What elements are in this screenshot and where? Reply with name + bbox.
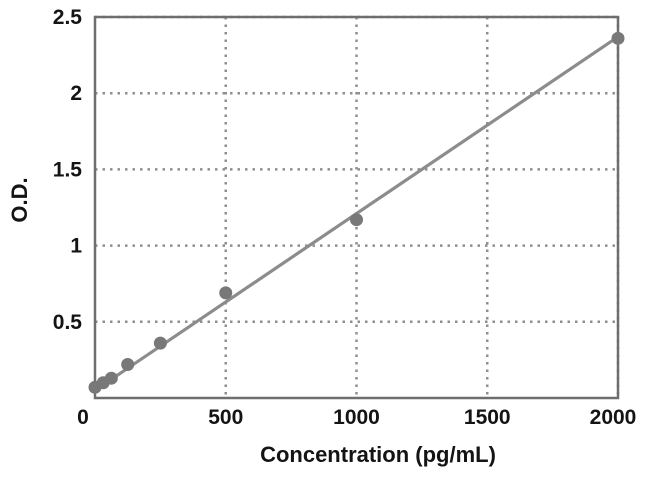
data-point [350, 213, 363, 227]
x-tick-label: 500 [208, 406, 243, 429]
y-tick-label: 0.5 [53, 311, 83, 334]
y-tick-label: 2 [70, 82, 82, 105]
data-point [121, 357, 135, 371]
data-point [153, 336, 167, 350]
x-tick-labels: 0 500 1000 1500 2000 [77, 406, 636, 429]
plot-frame [93, 15, 620, 400]
data-point [219, 286, 233, 300]
gridlines [95, 15, 620, 398]
y-tick-label: 2.5 [53, 6, 83, 29]
data-point [611, 31, 625, 45]
x-tick-label: 2000 [590, 406, 637, 429]
x-axis-title: Concentration (pg/mL) [260, 442, 496, 467]
y-axis-title: O.D. [7, 177, 32, 222]
y-tick-label: 1 [70, 235, 82, 258]
data-point [104, 371, 118, 385]
x-tick-label: 0 [77, 406, 89, 429]
x-tick-label: 1500 [464, 406, 511, 429]
y-tick-labels: 0.5 1 1.5 2 2.5 [53, 6, 83, 334]
y-tick-label: 1.5 [53, 158, 83, 181]
x-tick-label: 1000 [333, 406, 380, 429]
data-points [88, 31, 625, 394]
